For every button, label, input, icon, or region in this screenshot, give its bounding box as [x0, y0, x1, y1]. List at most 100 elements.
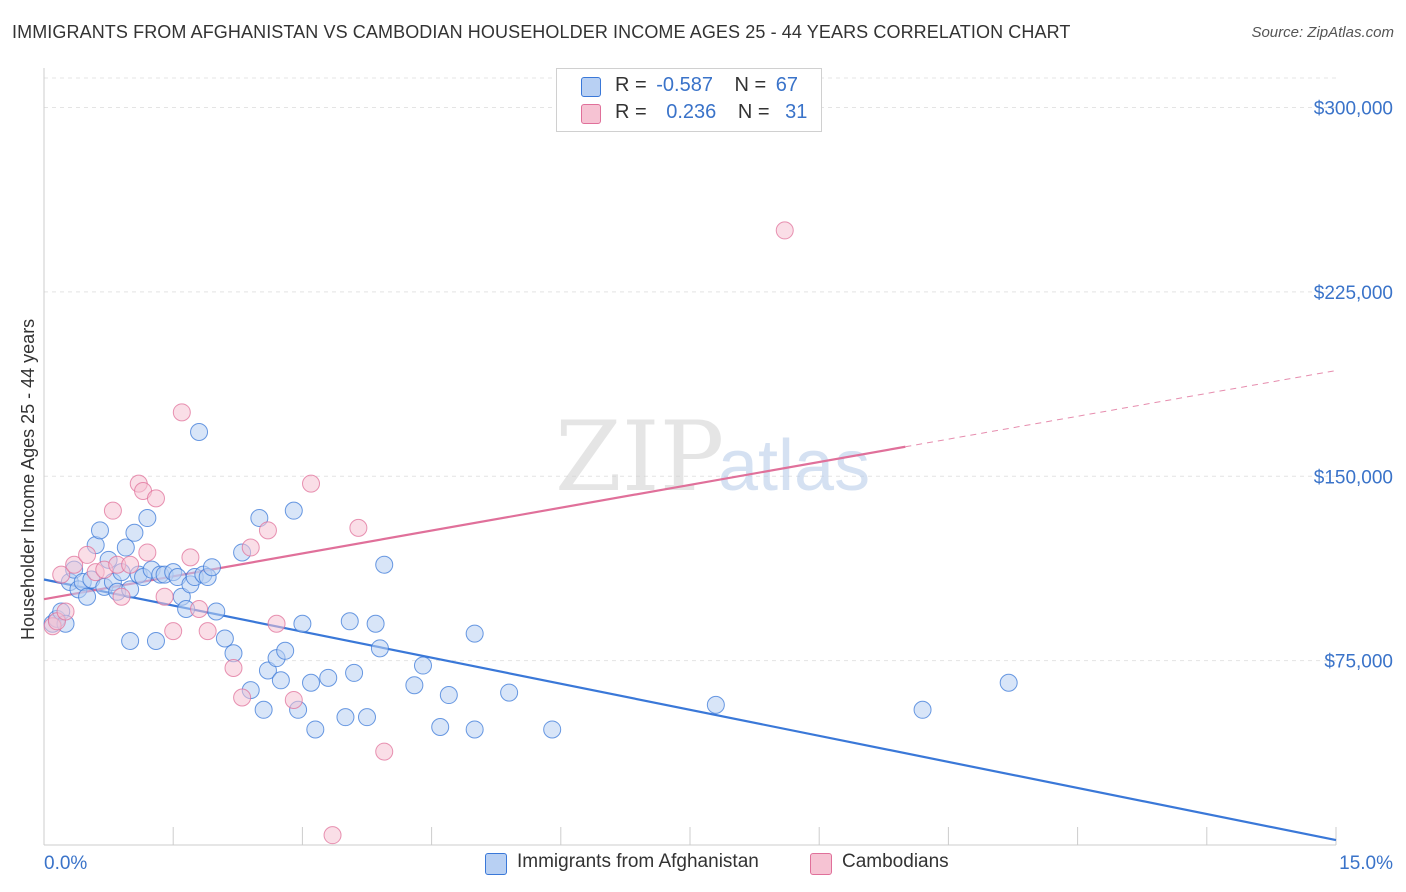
watermark: ZIPatlas [555, 401, 870, 513]
x-tick-label: 0.0% [44, 853, 87, 874]
point-afghanistan [306, 720, 325, 739]
point-afghanistan [340, 612, 359, 631]
legend-swatch-blue [581, 77, 601, 97]
point-cambodians [112, 587, 131, 606]
point-afghanistan [202, 558, 221, 577]
point-afghanistan [125, 523, 144, 542]
point-cambodians [52, 565, 71, 584]
point-afghanistan [276, 641, 295, 660]
point-afghanistan [370, 639, 389, 658]
point-afghanistan [500, 683, 519, 702]
point-afghanistan [138, 509, 157, 528]
y-tick-label: $225,000 [1314, 283, 1393, 304]
point-afghanistan [431, 718, 450, 736]
point-afghanistan [302, 673, 321, 692]
legend-text-cambodians: R = 0.236 N = 31 [615, 101, 807, 124]
legend-n-label: N = [734, 74, 767, 96]
point-cambodians [375, 742, 394, 761]
point-afghanistan [190, 423, 209, 441]
watermark-zip: ZIP [555, 401, 724, 513]
y-tick-label: $75,000 [1324, 652, 1393, 673]
point-afghanistan [258, 661, 277, 680]
bottom-legend-label-afghanistan: Immigrants from Afghanistan [517, 851, 759, 872]
point-afghanistan [366, 614, 385, 633]
y-tick-label: $150,000 [1314, 467, 1393, 488]
point-cambodians [224, 659, 243, 677]
point-afghanistan [413, 656, 432, 675]
legend-n-label: N = [737, 101, 770, 123]
point-cambodians [172, 403, 191, 422]
point-afghanistan [543, 720, 562, 739]
point-cambodians [284, 690, 303, 709]
tick-labels: $75,000 $150,000 $225,000 $300,000 0.0% 15.0% [44, 99, 1393, 875]
legend-r-value: -0.587 [656, 74, 713, 96]
point-afghanistan [78, 587, 97, 606]
point-afghanistan [345, 663, 364, 682]
bottom-legend-label-cambodians: Cambodians [842, 851, 949, 872]
point-cambodians [302, 474, 321, 493]
axes [43, 68, 1337, 846]
point-afghanistan [465, 720, 484, 739]
point-cambodians [267, 614, 286, 633]
point-afghanistan [439, 686, 458, 705]
point-afghanistan [121, 631, 140, 650]
legend-r-label: R = [615, 74, 647, 96]
point-cambodians [258, 521, 277, 540]
point-cambodians [155, 587, 174, 606]
y-tick-label: $300,000 [1314, 99, 1393, 120]
point-cambodians [56, 602, 75, 621]
point-afghanistan [319, 668, 338, 687]
point-afghanistan [284, 501, 303, 520]
chart-title: IMMIGRANTS FROM AFGHANISTAN VS CAMBODIAN… [12, 22, 1071, 42]
point-afghanistan [215, 629, 234, 648]
point-cambodians [775, 221, 794, 240]
x-tick-label: 15.0% [1339, 853, 1393, 874]
point-afghanistan [336, 708, 355, 727]
point-cambodians [164, 622, 183, 641]
point-afghanistan [465, 624, 484, 643]
point-afghanistan [913, 700, 932, 719]
legend-swatch-pink [581, 104, 601, 124]
point-afghanistan [116, 538, 135, 557]
point-afghanistan [254, 700, 273, 719]
point-afghanistan [271, 671, 290, 690]
point-afghanistan [375, 555, 394, 574]
point-cambodians [146, 489, 165, 508]
point-afghanistan [358, 708, 376, 727]
point-afghanistan [146, 631, 165, 650]
point-cambodians [65, 555, 84, 574]
point-afghanistan [90, 521, 109, 540]
legend-r-label: R = [615, 101, 647, 123]
point-cambodians [103, 501, 122, 520]
point-afghanistan [706, 695, 725, 714]
point-cambodians [323, 826, 342, 845]
point-cambodians [121, 555, 140, 574]
legend-text-afghanistan: R = -0.587 N = 67 [615, 74, 798, 97]
point-cambodians [198, 622, 217, 641]
bottom-legend-swatch-pink [810, 853, 832, 875]
point-afghanistan [207, 602, 226, 621]
point-cambodians [190, 600, 209, 618]
point-cambodians [349, 518, 368, 537]
source-label: Source: ZipAtlas.com [1251, 24, 1394, 41]
bottom-legend-swatch-blue [485, 853, 507, 875]
point-cambodians [138, 543, 157, 562]
point-cambodians [78, 545, 97, 564]
point-cambodians [233, 688, 252, 707]
y-axis-label: Householder Income Ages 25 - 44 years [18, 318, 38, 640]
point-afghanistan [999, 673, 1018, 692]
legend-n-value: 67 [775, 74, 799, 96]
gridlines [44, 77, 1336, 662]
data-points [43, 221, 1018, 845]
trend-line-cambodians-extension [905, 370, 1337, 448]
point-afghanistan [293, 614, 312, 633]
legend-n-value: 31 [785, 101, 808, 123]
point-cambodians [181, 548, 200, 567]
trend-line-afghanistan [43, 578, 1337, 842]
point-afghanistan [250, 509, 269, 528]
legend-r-value: 0.236 [666, 101, 717, 123]
point-afghanistan [405, 676, 424, 695]
point-cambodians [241, 538, 260, 557]
correlation-legend: R = -0.587 N = 67 R = 0.236 N = 31 [556, 68, 822, 132]
